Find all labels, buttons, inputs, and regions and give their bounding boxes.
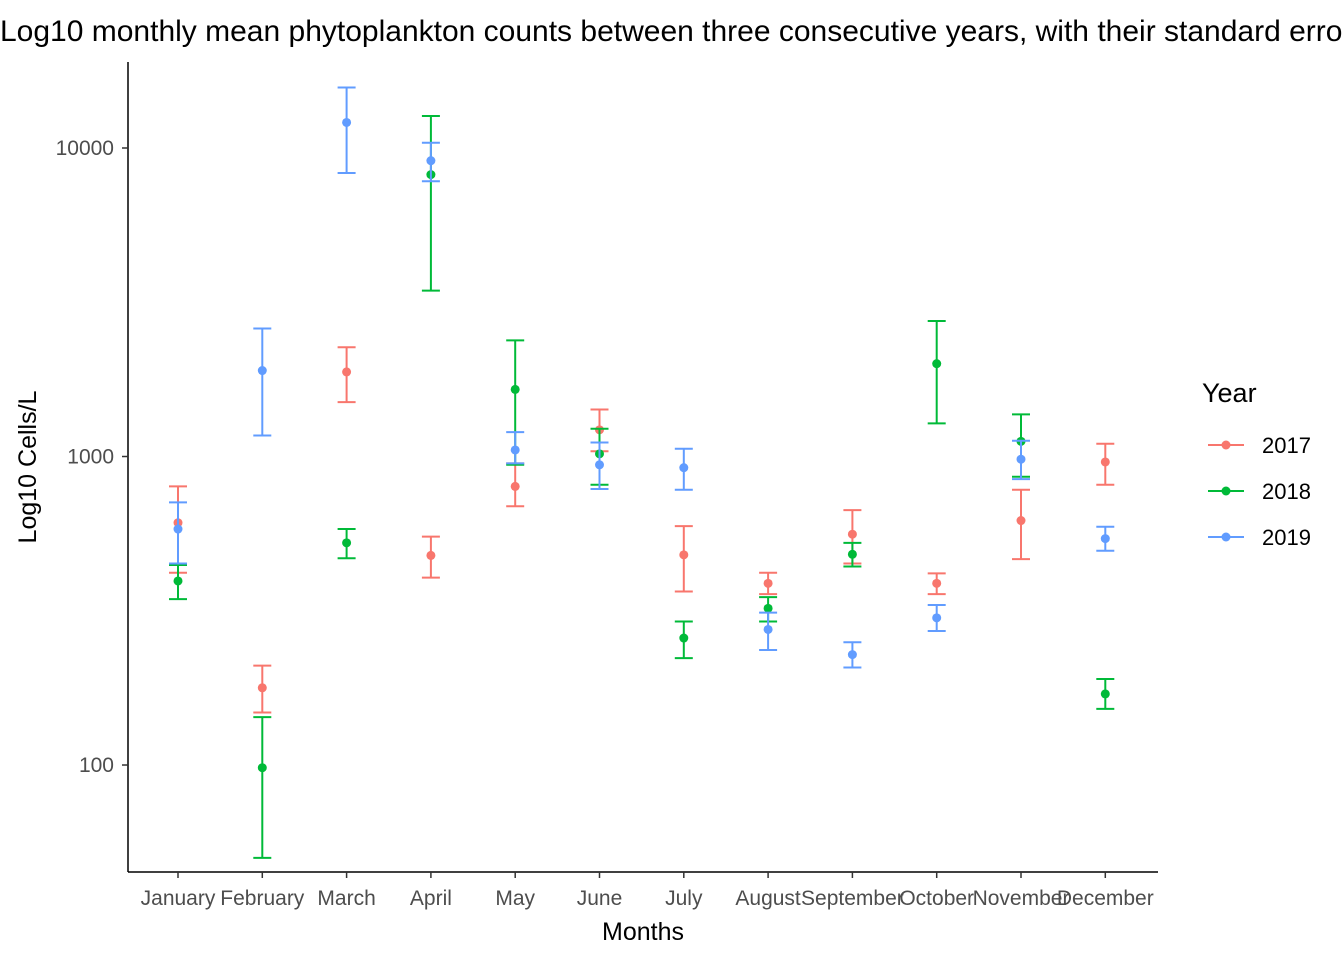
- legend-label: 2019: [1262, 525, 1311, 550]
- x-tick-label: February: [220, 887, 305, 910]
- legend: Year 2017 2018 2019: [1202, 378, 1311, 550]
- x-tick-label: April: [410, 887, 452, 910]
- data-point: [257, 683, 267, 693]
- data-point: [932, 578, 942, 588]
- chart-title: Log10 monthly mean phytoplankton counts …: [0, 15, 1344, 48]
- error-bar: [337, 86, 356, 174]
- data-point: [847, 529, 857, 539]
- error-bar: [253, 716, 272, 859]
- data-point: [510, 384, 520, 394]
- x-tick-label: June: [577, 887, 623, 910]
- error-bar: [253, 327, 272, 437]
- x-axis-title: Months: [602, 918, 684, 946]
- data-point: [342, 367, 352, 377]
- series-2019: [169, 86, 1115, 669]
- data-point: [342, 538, 352, 548]
- data-point: [847, 549, 857, 559]
- x-tick-label: December: [1057, 887, 1154, 910]
- legend-item-2018: 2018: [1208, 479, 1311, 504]
- data-point: [510, 445, 520, 455]
- x-tick-label: September: [801, 887, 904, 910]
- y-tick-label: 100: [79, 754, 114, 777]
- data-point: [173, 576, 183, 586]
- data-point: [847, 650, 857, 660]
- x-tick-label: November: [973, 887, 1070, 910]
- data-point: [932, 359, 942, 369]
- data-point: [257, 763, 267, 773]
- data-point: [1100, 689, 1110, 699]
- data-point: [679, 463, 689, 473]
- y-tick-label: 1000: [67, 446, 114, 469]
- legend-item-2017: 2017: [1208, 433, 1311, 458]
- legend-label: 2018: [1262, 479, 1311, 504]
- series-2017: [169, 346, 1115, 714]
- y-tick-label: 10000: [56, 137, 114, 160]
- legend-key-point: [1221, 486, 1231, 496]
- x-tick-label: May: [495, 887, 535, 910]
- data-point: [510, 481, 520, 491]
- legend-label: 2017: [1262, 433, 1311, 458]
- data-point: [1100, 457, 1110, 467]
- x-tick-label: August: [735, 887, 801, 910]
- data-point: [595, 460, 604, 470]
- x-tick-label: July: [665, 887, 703, 910]
- data-point: [426, 156, 436, 166]
- data-point: [257, 366, 267, 376]
- data-point: [679, 550, 689, 560]
- data-point: [763, 578, 773, 588]
- data-point: [679, 633, 689, 643]
- data-point: [763, 624, 773, 634]
- x-tick-label: October: [899, 887, 974, 910]
- plot-area: [169, 86, 1115, 859]
- data-point: [342, 117, 352, 127]
- x-tick-label: March: [317, 887, 375, 910]
- legend-title: Year: [1202, 378, 1257, 408]
- data-point: [1100, 534, 1110, 544]
- data-point: [426, 550, 436, 560]
- legend-key-point: [1221, 532, 1231, 542]
- x-tick-label: January: [141, 887, 216, 910]
- data-point: [173, 524, 183, 534]
- data-point: [763, 603, 773, 613]
- y-axis-ticks: 100 1000 10000: [56, 137, 128, 777]
- y-axis-title: Log10 Cells/L: [14, 390, 42, 543]
- data-point: [1016, 454, 1026, 464]
- x-axis-ticks: January February March April May June July Augu…: [141, 872, 1154, 910]
- series-2018: [169, 114, 1115, 859]
- data-point: [932, 613, 942, 623]
- legend-item-2019: 2019: [1208, 525, 1311, 550]
- error-bar: [927, 319, 946, 425]
- legend-key-point: [1221, 440, 1231, 450]
- data-point: [1016, 516, 1026, 526]
